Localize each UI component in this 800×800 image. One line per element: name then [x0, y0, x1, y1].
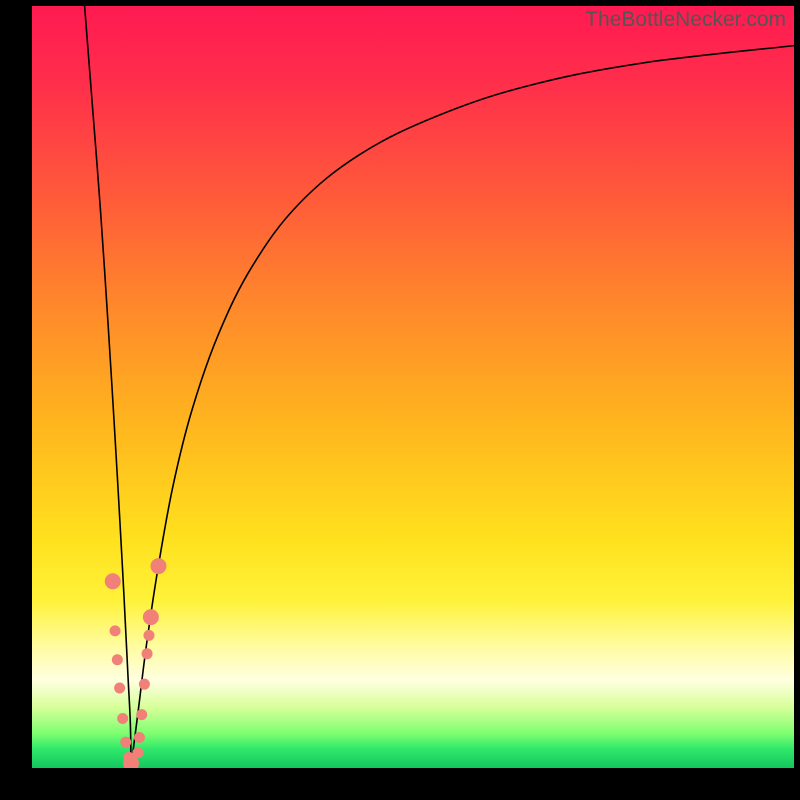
data-marker: [139, 679, 150, 690]
curve-right: [131, 46, 794, 767]
data-marker: [112, 654, 123, 665]
data-marker: [105, 573, 121, 589]
data-marker: [143, 609, 159, 625]
data-marker: [142, 648, 153, 659]
data-marker: [136, 709, 147, 720]
data-marker: [143, 630, 154, 641]
data-marker: [117, 713, 128, 724]
data-marker: [114, 682, 125, 693]
watermark-text: TheBottleNecker.com: [585, 8, 786, 32]
data-marker: [110, 625, 121, 636]
chart-plot: [0, 0, 800, 800]
curve-left: [85, 6, 131, 766]
chart-stage: TheBottleNecker.com: [0, 0, 800, 800]
data-marker: [132, 747, 143, 758]
data-marker: [134, 732, 145, 743]
data-marker: [120, 737, 131, 748]
data-marker: [150, 558, 166, 574]
